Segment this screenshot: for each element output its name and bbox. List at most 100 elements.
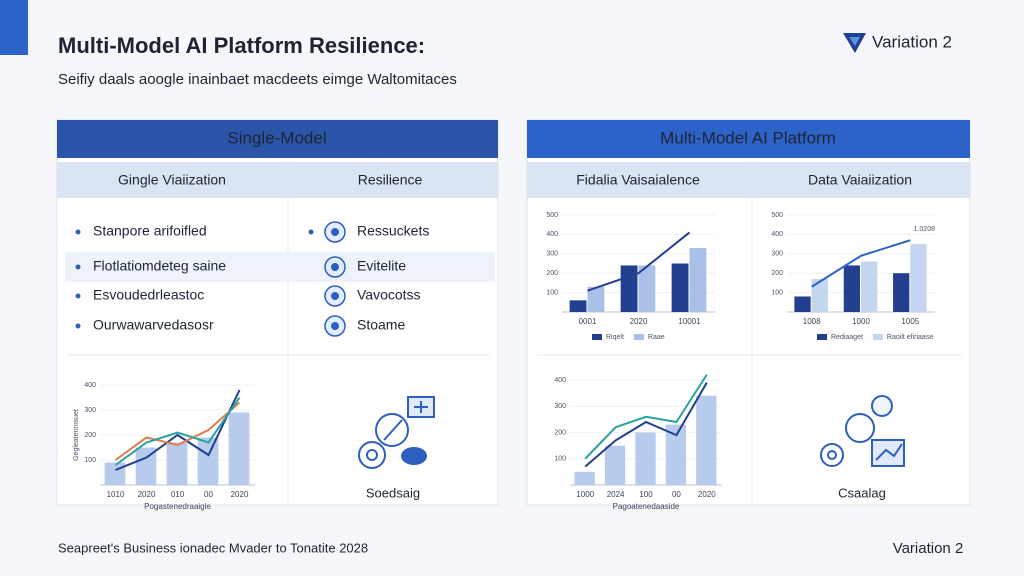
y-tick-label: 300 xyxy=(771,251,783,258)
bar xyxy=(665,424,687,485)
feature-text: Vavocotss xyxy=(357,287,421,303)
line xyxy=(114,401,241,461)
bar xyxy=(861,261,878,312)
line xyxy=(114,396,241,466)
y-tick-label: 100 xyxy=(84,457,96,464)
panel-header xyxy=(527,120,970,158)
x-tick-label: 00 xyxy=(672,490,681,499)
y-tick-label: 200 xyxy=(546,270,558,277)
bar xyxy=(104,462,126,485)
illustration-label: Csaalag xyxy=(838,485,886,500)
panel-title: Single-Model xyxy=(227,128,326,147)
logo-icon-inner xyxy=(849,37,860,46)
feature-dot xyxy=(308,229,314,235)
x-tick-label: 10001 xyxy=(678,317,701,326)
x-tick-label: 2020 xyxy=(698,490,716,499)
footer-variation: Variation 2 xyxy=(893,540,964,557)
bullet-text: Stanpore arifoifled xyxy=(93,223,207,239)
bullet-text: Esvoudedrleastoc xyxy=(93,287,204,303)
illustration-label: Soedsaig xyxy=(366,485,420,500)
feature-icon-core xyxy=(331,228,339,236)
column-header: Fidalia Vaisaialence xyxy=(576,172,700,188)
y-tick-label: 100 xyxy=(546,289,558,296)
bar xyxy=(638,265,656,312)
panel-subheader xyxy=(527,162,970,198)
y-tick-label: 400 xyxy=(554,377,566,384)
illustration xyxy=(820,395,905,467)
bar xyxy=(910,244,927,312)
y-tick-label: 300 xyxy=(546,251,558,258)
panel-header xyxy=(57,120,498,158)
feature-text: Evitelite xyxy=(357,258,406,274)
bar xyxy=(587,286,605,312)
x-tick-label: 2024 xyxy=(607,490,625,499)
column-header: Data Vaiaiization xyxy=(808,172,912,188)
column-header: Gingle Viaiization xyxy=(118,172,226,188)
x-tick-label: 1000 xyxy=(852,317,870,326)
x-tick-label: 1008 xyxy=(803,317,821,326)
bar xyxy=(604,445,626,485)
y-tick-label: 500 xyxy=(771,212,783,219)
y-tick-label: 500 xyxy=(546,212,558,219)
line xyxy=(584,374,708,460)
bar xyxy=(689,247,707,312)
bar xyxy=(574,471,595,485)
line xyxy=(584,382,708,468)
x-tick-label: 1000 xyxy=(576,490,594,499)
bar xyxy=(696,395,717,485)
row-highlight xyxy=(65,252,495,282)
x-tick-label: 2020 xyxy=(630,317,648,326)
x-tick-label: 2020 xyxy=(138,490,156,499)
bar xyxy=(228,412,250,485)
y-tick-label: 400 xyxy=(771,231,783,238)
panel-subheader xyxy=(57,162,498,198)
bullet-dot xyxy=(75,293,81,299)
bar xyxy=(794,296,811,312)
y-tick-label: 300 xyxy=(84,407,96,414)
feature-icon-core xyxy=(331,322,339,330)
bar xyxy=(811,279,828,312)
accent xyxy=(0,0,28,55)
panel-title: Multi-Model AI Platform xyxy=(660,128,836,147)
y-tick-label: 200 xyxy=(84,432,96,439)
feature-icon-core xyxy=(331,292,339,300)
bullet-dot xyxy=(75,229,81,235)
bar xyxy=(671,263,689,312)
y-tick-label: 200 xyxy=(771,270,783,277)
x-tick-label: 1010 xyxy=(107,490,125,499)
x-axis-label: Pogastenedraaigle xyxy=(144,502,211,511)
bullet-text: Flotlatiomdeteg saine xyxy=(93,258,226,274)
bar xyxy=(893,273,910,312)
bullet-text: Ourwawarvedasosr xyxy=(93,317,214,333)
y-tick-label: 100 xyxy=(554,456,566,463)
legend-swatch xyxy=(872,334,883,340)
logo: Variation 2 xyxy=(872,32,952,51)
bar xyxy=(620,265,638,312)
x-tick-label: 1005 xyxy=(901,317,919,326)
legend-label: Raoilt efiriaase xyxy=(887,334,933,341)
legend-label: Raae xyxy=(648,334,665,341)
x-tick-label: 010 xyxy=(171,490,185,499)
bar xyxy=(135,447,157,485)
feature-text: Stoame xyxy=(357,317,405,333)
legend-swatch xyxy=(817,334,827,340)
illustration xyxy=(358,396,435,469)
line xyxy=(587,231,691,292)
legend-label: Rediaaget xyxy=(831,334,863,341)
legend-swatch xyxy=(592,334,602,340)
bar xyxy=(166,442,188,485)
annotation: 1.0208 xyxy=(914,226,936,233)
line xyxy=(811,239,911,288)
legend-label: Riqelt xyxy=(606,334,624,341)
y-tick-label: 400 xyxy=(546,231,558,238)
title: Multi-Model AI Platform Resilience: xyxy=(58,33,425,58)
footer-source: Seapreet's Business ionadec Mvader to To… xyxy=(58,540,368,555)
bar xyxy=(569,300,587,312)
column-header: Resilience xyxy=(358,172,423,188)
line xyxy=(115,389,241,471)
feature-icon-core xyxy=(331,263,339,271)
feature-text: Ressuckets xyxy=(357,223,429,239)
y-tick-label: 100 xyxy=(771,289,783,296)
